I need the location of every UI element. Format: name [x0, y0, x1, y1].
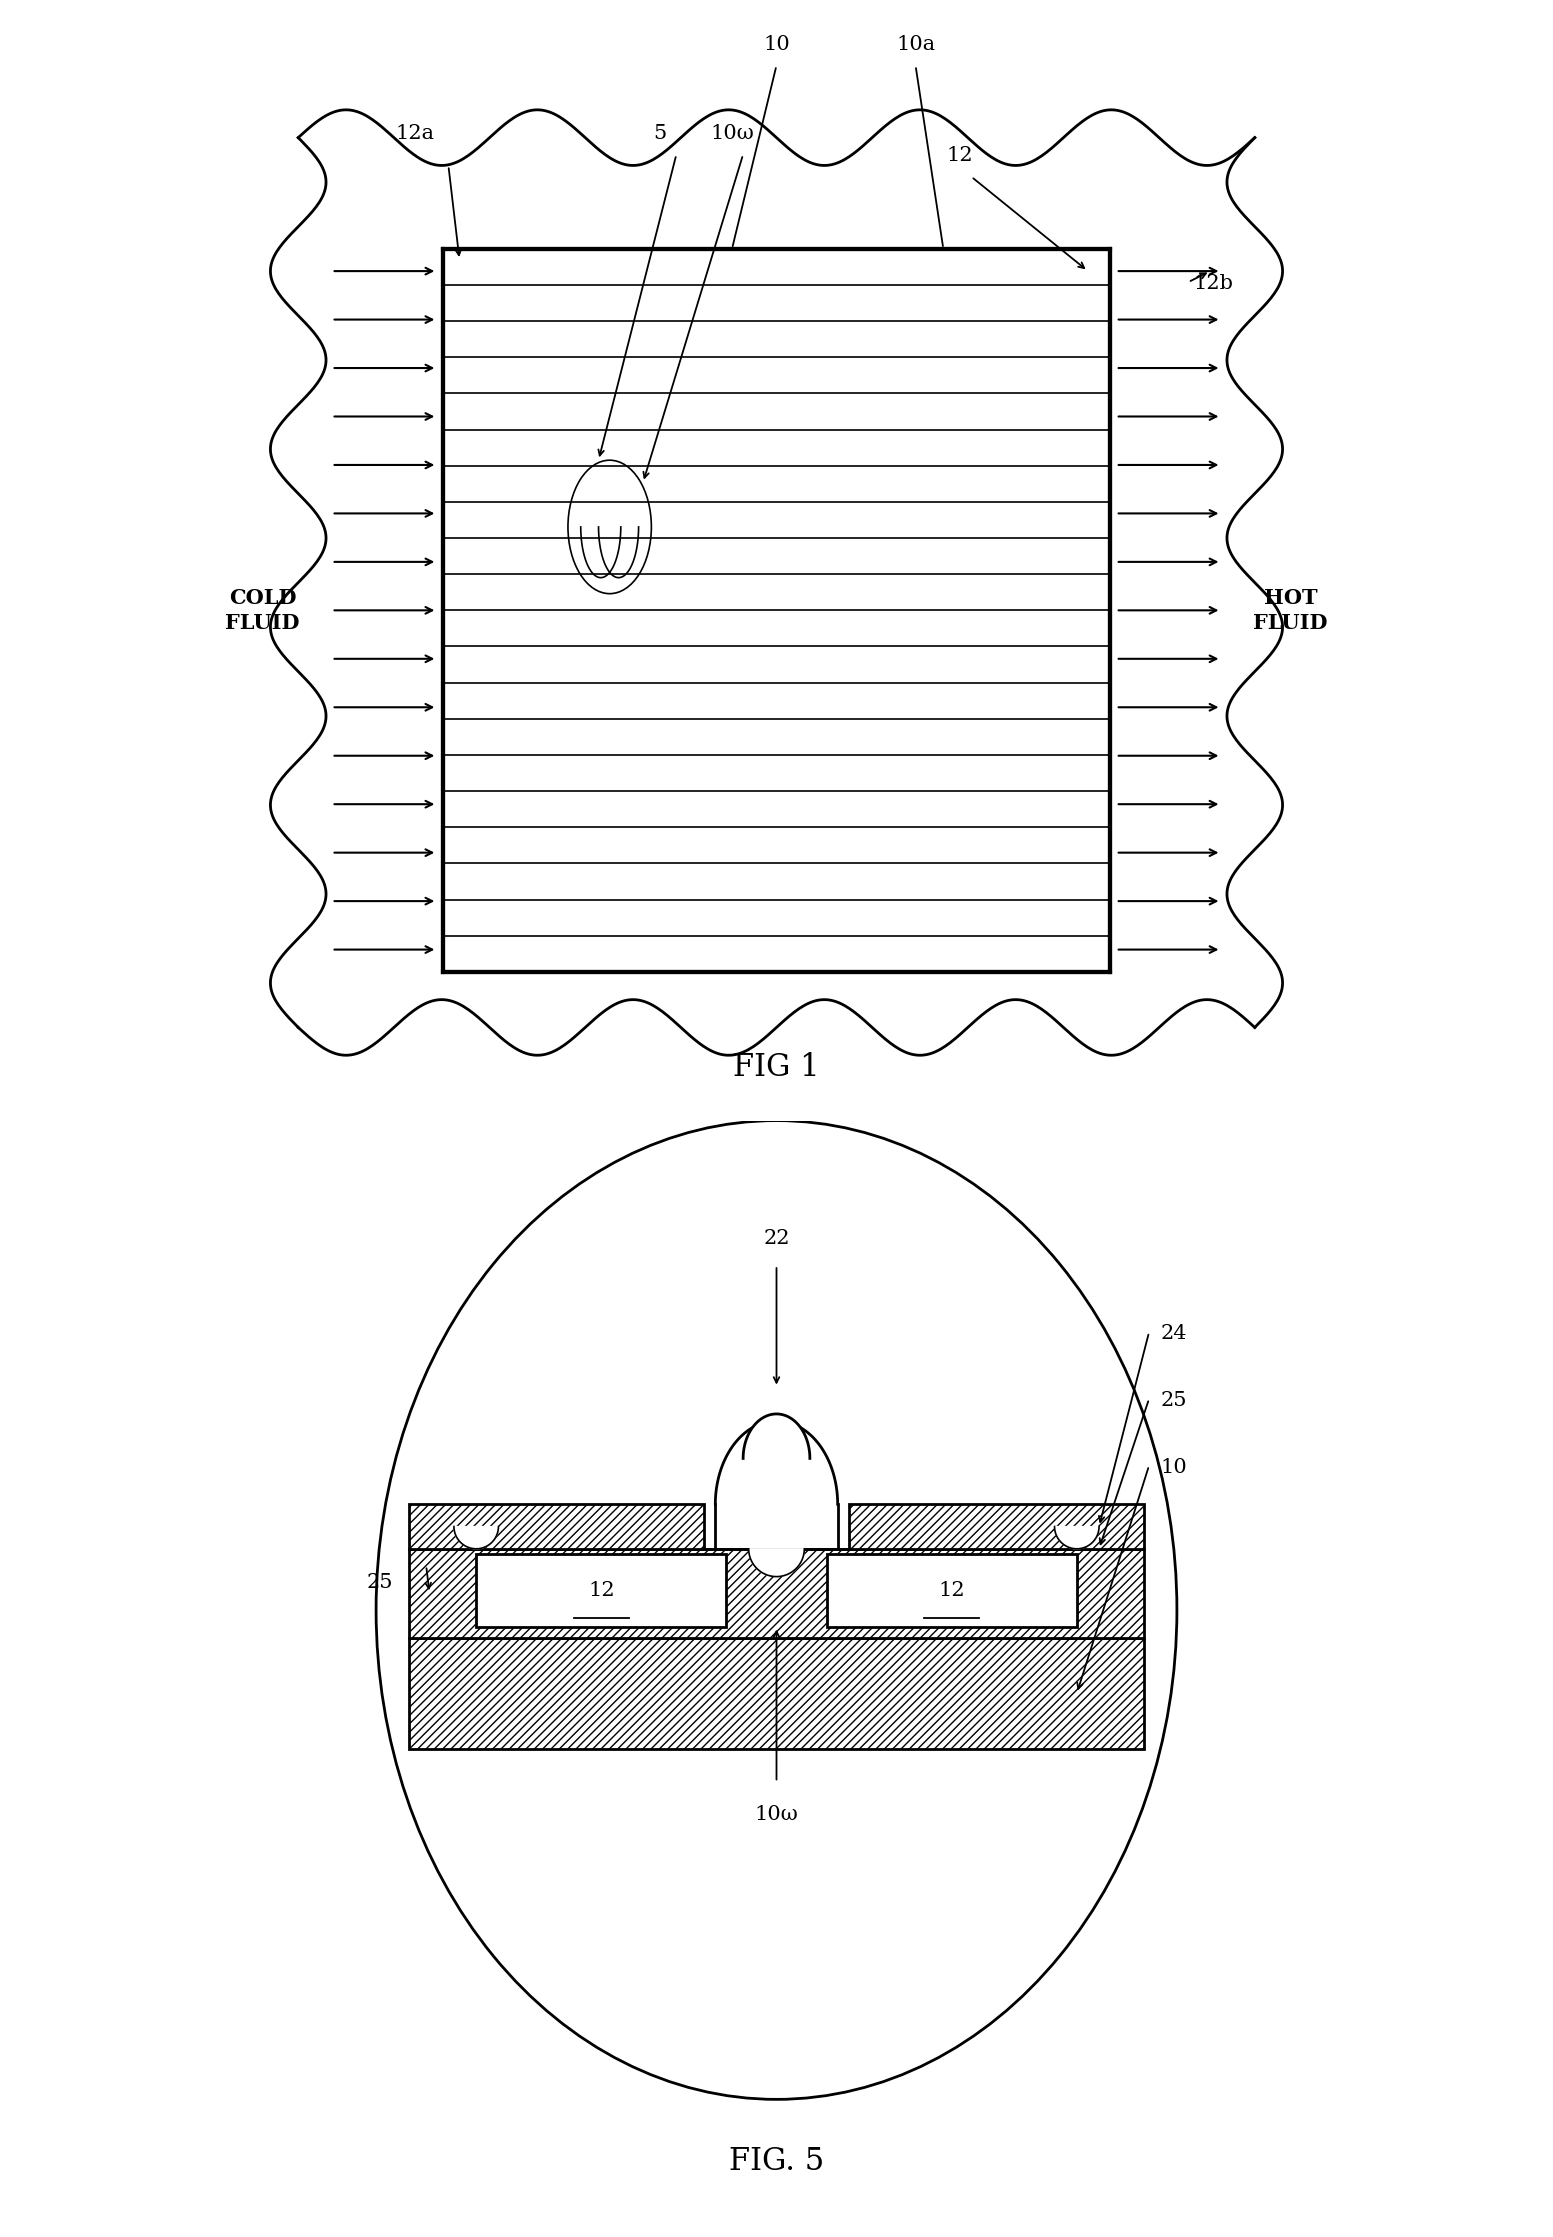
Text: HOT
FLUID: HOT FLUID	[1253, 588, 1328, 633]
Text: 12: 12	[938, 1582, 964, 1599]
Text: 10ω: 10ω	[755, 1805, 798, 1823]
Text: 12: 12	[947, 145, 974, 166]
Bar	[826, 1555, 1076, 1626]
Text: 10ω: 10ω	[710, 125, 753, 143]
Bar	[477, 1555, 727, 1626]
Text: 10: 10	[1160, 1459, 1186, 1476]
Polygon shape	[1054, 1526, 1100, 1548]
Text: 12: 12	[589, 1582, 615, 1599]
Text: COLD
FLUID: COLD FLUID	[225, 588, 300, 633]
Text: 10: 10	[763, 36, 790, 54]
Text: 24: 24	[1160, 1324, 1186, 1342]
Text: 5: 5	[654, 125, 666, 143]
Text: FIG. 5: FIG. 5	[728, 2145, 825, 2177]
Text: 22: 22	[763, 1230, 790, 1248]
Text: 12a: 12a	[396, 125, 435, 143]
Bar	[443, 248, 1110, 971]
Text: 25: 25	[1160, 1391, 1186, 1409]
Polygon shape	[749, 1548, 804, 1577]
Text: 25: 25	[367, 1573, 393, 1593]
Bar	[410, 1548, 1143, 1637]
Bar	[410, 1637, 1143, 1749]
Text: 10a: 10a	[896, 36, 935, 54]
Text: 12b: 12b	[1194, 275, 1233, 293]
Polygon shape	[453, 1526, 499, 1548]
Bar	[849, 1503, 1143, 1548]
Bar	[410, 1503, 704, 1548]
Text: FIG 1: FIG 1	[733, 1051, 820, 1083]
Polygon shape	[744, 1414, 809, 1459]
Polygon shape	[716, 1420, 837, 1503]
